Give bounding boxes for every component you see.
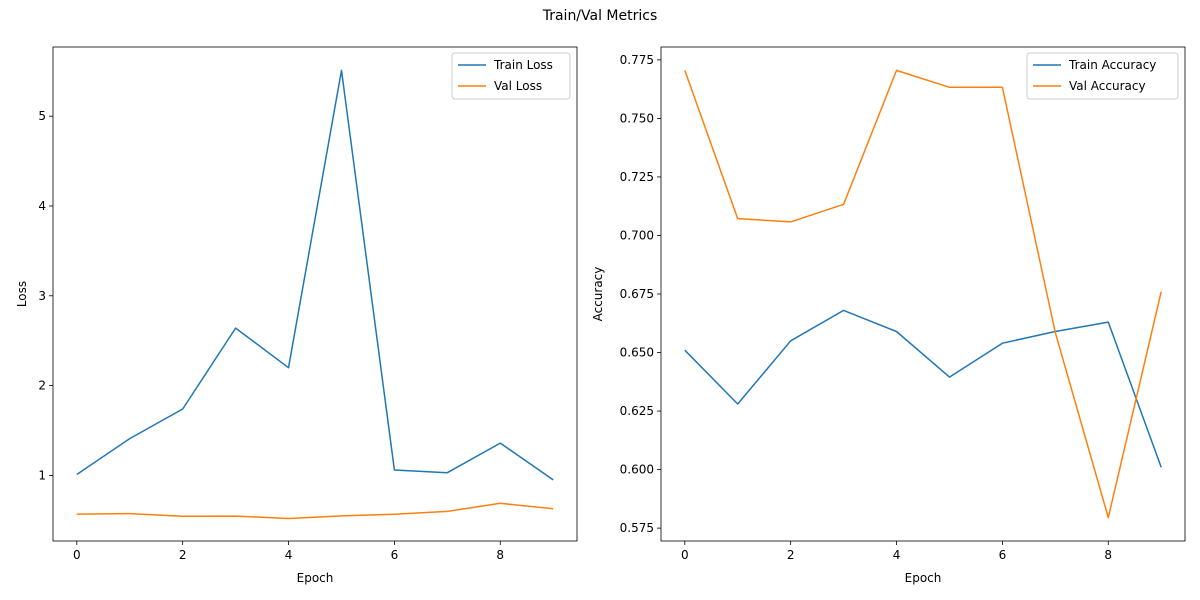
accuracy-legend-box <box>1026 52 1179 100</box>
accuracy-y-tick-label: 0.675 <box>620 287 654 301</box>
loss-chart: 0 2 4 6 8 1 2 3 4 5 Epoch Loss Train Loss Val Loss <box>15 46 578 585</box>
accuracy-chart: 0 2 4 6 8 0.575 0.600 0.625 0.650 0.675 0.700 0.725… <box>591 46 1186 585</box>
accuracy-legend-label: Train Accuracy <box>1068 58 1156 72</box>
accuracy-x-tick-label: 6 <box>999 548 1007 562</box>
accuracy-y-tick-label: 0.600 <box>620 463 654 477</box>
accuracy-x-tick-label: 4 <box>893 548 901 562</box>
accuracy-x-axis-label: Epoch <box>905 571 942 585</box>
loss-x-tick-label: 0 <box>73 548 81 562</box>
accuracy-legend: Train Accuracy Val Accuracy <box>1026 52 1179 100</box>
accuracy-y-tick-label: 0.575 <box>620 521 654 535</box>
accuracy-y-axis-label: Accuracy <box>591 267 605 322</box>
loss-series-line-train <box>76 69 554 481</box>
accuracy-y-tick-label: 0.750 <box>620 111 654 125</box>
accuracy-axes-frame <box>660 46 1186 542</box>
accuracy-series-line-val <box>684 69 1162 519</box>
loss-y-tick-label: 1 <box>38 468 46 482</box>
loss-y-tick-label: 4 <box>38 199 46 213</box>
loss-x-tick-label: 8 <box>496 548 504 562</box>
loss-legend: Train Loss Val Loss <box>451 52 571 100</box>
accuracy-y-tick-label: 0.625 <box>620 404 654 418</box>
loss-legend-label: Train Loss <box>493 58 553 72</box>
loss-x-tick-label: 2 <box>179 548 187 562</box>
accuracy-x-tick-label: 8 <box>1104 548 1112 562</box>
loss-y-tick-label: 2 <box>38 379 46 393</box>
accuracy-y-tick-label: 0.775 <box>620 53 654 67</box>
loss-legend-label: Val Loss <box>494 79 542 93</box>
loss-y-axis-label: Loss <box>15 281 29 307</box>
loss-y-tick-label: 5 <box>38 109 46 123</box>
accuracy-legend-label: Val Accuracy <box>1069 79 1146 93</box>
accuracy-series-line-train <box>684 309 1162 468</box>
figure-title: Train/Val Metrics <box>542 8 658 24</box>
accuracy-y-tick-label: 0.725 <box>620 170 654 184</box>
accuracy-x-tick-label: 2 <box>787 548 795 562</box>
loss-series-line-val <box>76 502 554 520</box>
loss-axes-frame <box>52 46 578 542</box>
loss-x-axis-label: Epoch <box>297 571 334 585</box>
accuracy-y-tick-label: 0.700 <box>620 228 654 242</box>
accuracy-y-tick-label: 0.650 <box>620 346 654 360</box>
accuracy-x-tick-label: 0 <box>681 548 689 562</box>
loss-y-tick-label: 3 <box>38 289 46 303</box>
loss-x-tick-label: 6 <box>391 548 399 562</box>
loss-x-tick-label: 4 <box>285 548 293 562</box>
